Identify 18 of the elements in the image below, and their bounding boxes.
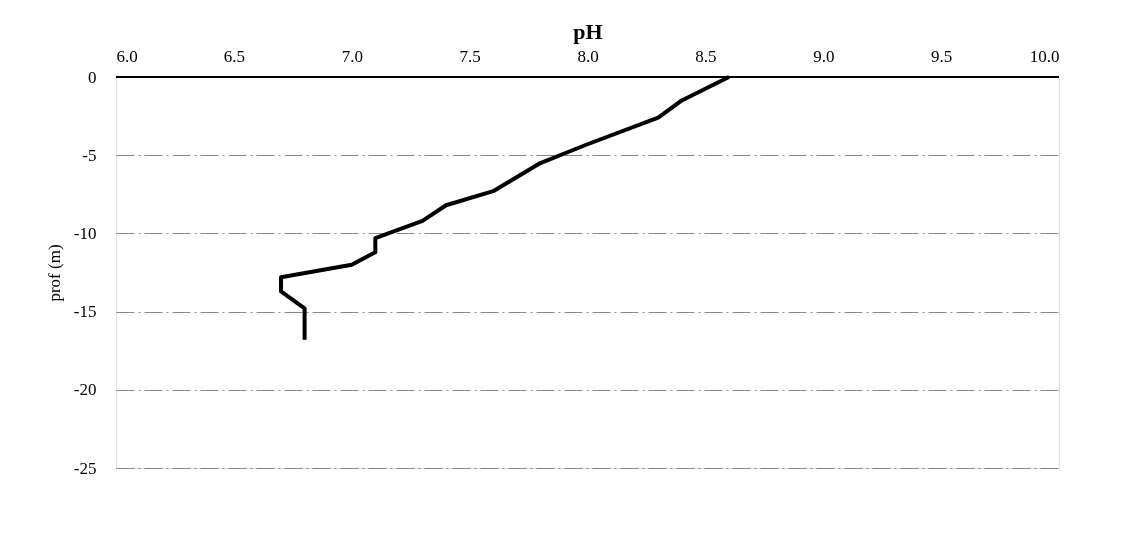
y-tick-label: -5 (82, 145, 97, 165)
x-tick-label: 7.5 (459, 46, 481, 66)
y-tick-label: 0 (88, 67, 97, 87)
y-axis-title: prof (m) (44, 244, 64, 302)
x-tick-label: 8.0 (577, 46, 599, 66)
y-tick-label: -15 (73, 302, 97, 322)
x-tick-label: 6.0 (116, 46, 138, 66)
x-tick-label: 8.5 (695, 46, 717, 66)
y-tick-label: -20 (73, 380, 97, 400)
x-tick-label: 9.5 (931, 46, 953, 66)
x-axis-title: pH (573, 18, 603, 44)
x-tick-label: 7.0 (341, 46, 363, 66)
y-tick-label: -10 (73, 223, 97, 243)
line-series (279, 75, 731, 342)
x-tick-label: 9.0 (813, 46, 835, 66)
x-tick-label: 10.0 (1029, 46, 1060, 66)
x-tick-label: 6.5 (223, 46, 245, 66)
y-tick-label: -25 (73, 458, 97, 478)
